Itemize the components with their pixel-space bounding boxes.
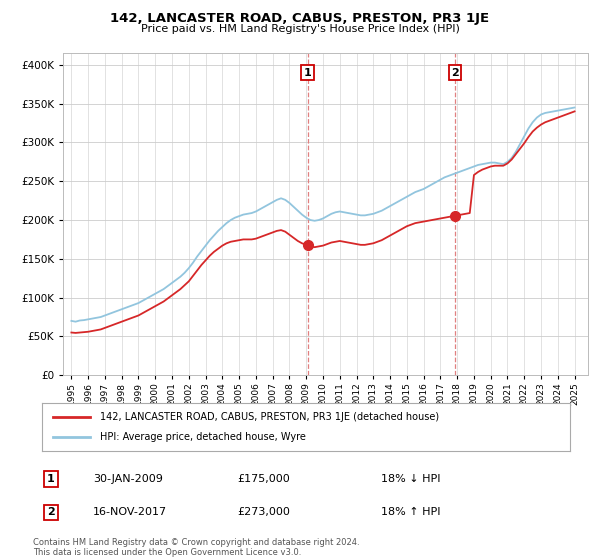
Text: 18% ↑ HPI: 18% ↑ HPI — [381, 507, 440, 517]
Text: 1: 1 — [304, 68, 311, 78]
Text: £175,000: £175,000 — [237, 474, 290, 484]
Text: 2: 2 — [47, 507, 55, 517]
Text: 16-NOV-2017: 16-NOV-2017 — [93, 507, 167, 517]
Text: £273,000: £273,000 — [237, 507, 290, 517]
Text: 30-JAN-2009: 30-JAN-2009 — [93, 474, 163, 484]
Text: 18% ↓ HPI: 18% ↓ HPI — [381, 474, 440, 484]
Text: 2: 2 — [451, 68, 459, 78]
Text: 142, LANCASTER ROAD, CABUS, PRESTON, PR3 1JE (detached house): 142, LANCASTER ROAD, CABUS, PRESTON, PR3… — [100, 412, 439, 422]
Text: Contains HM Land Registry data © Crown copyright and database right 2024.
This d: Contains HM Land Registry data © Crown c… — [33, 538, 359, 557]
Text: 142, LANCASTER ROAD, CABUS, PRESTON, PR3 1JE: 142, LANCASTER ROAD, CABUS, PRESTON, PR3… — [110, 12, 490, 25]
Text: 1: 1 — [47, 474, 55, 484]
Text: HPI: Average price, detached house, Wyre: HPI: Average price, detached house, Wyre — [100, 432, 306, 442]
Text: Price paid vs. HM Land Registry's House Price Index (HPI): Price paid vs. HM Land Registry's House … — [140, 24, 460, 34]
